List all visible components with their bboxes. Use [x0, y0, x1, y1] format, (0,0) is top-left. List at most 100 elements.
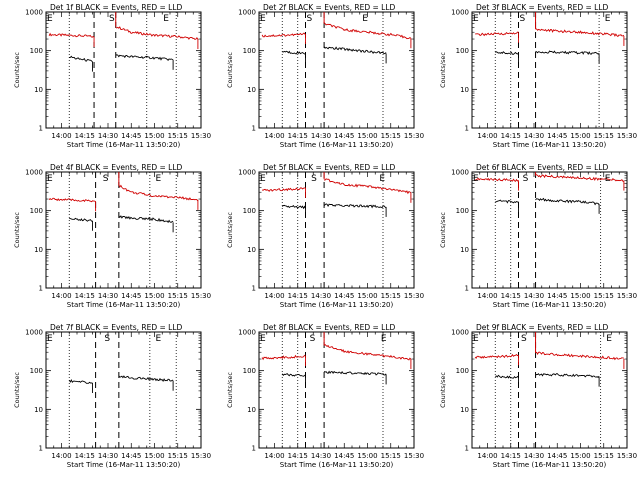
x-tick-label: 14:15 — [75, 452, 95, 460]
x-tick-label: 14:00 — [51, 132, 71, 140]
chart-panel-1: Det 1f BLACK = Events, RED = LLD 1 10 100 10… — [13, 3, 211, 149]
y-tick-label: 1000 — [238, 329, 256, 337]
x-axis-label: Start Time (16-Mar-11 13:50:20) — [280, 461, 394, 469]
y-axis-label: Counts/sec — [439, 372, 447, 408]
x-tick-label: 14:00 — [51, 452, 71, 460]
y-tick-label: 100 — [30, 207, 43, 215]
x-tick-label: 15:30 — [191, 132, 211, 140]
x-tick-label: 15:00 — [144, 452, 164, 460]
plot-area — [68, 332, 177, 448]
series-line — [535, 373, 600, 379]
y-tick-label: 10 — [460, 406, 469, 414]
x-tick-label: 14:15 — [288, 452, 308, 460]
series-line — [323, 22, 412, 40]
y-tick-label: 10 — [247, 86, 256, 94]
state-marker: E — [260, 174, 266, 184]
state-marker: E — [163, 14, 169, 24]
series-line — [535, 351, 624, 361]
x-tick-label: 15:15 — [381, 132, 401, 140]
x-tick-label: 14:15 — [75, 292, 95, 300]
chart-panel-6: Det 6f BLACK = Events, RED = LLD 1 10 100 10… — [439, 163, 637, 309]
x-tick-label: 14:15 — [288, 132, 308, 140]
chart-title: Det 5f BLACK = Events, RED = LLD — [263, 163, 396, 172]
plot-area — [261, 12, 412, 128]
y-axis-label: Counts/sec — [13, 372, 21, 408]
chart-title: Det 9f BLACK = Events, RED = LLD — [476, 323, 609, 332]
series-line — [281, 373, 306, 377]
series-line — [324, 178, 412, 195]
series-line — [535, 197, 600, 206]
x-tick-label: 14:00 — [264, 452, 284, 460]
series-line — [474, 353, 519, 359]
state-marker: E — [362, 14, 368, 24]
x-tick-label: 15:15 — [168, 132, 188, 140]
series-line — [48, 32, 94, 38]
series-line — [535, 174, 624, 182]
x-tick-label: 14:30 — [98, 292, 118, 300]
x-tick-label: 15:30 — [617, 452, 637, 460]
series-line — [475, 31, 519, 37]
y-tick-label: 100 — [30, 367, 43, 375]
x-tick-label: 14:00 — [264, 132, 284, 140]
y-tick-label: 1 — [39, 285, 43, 293]
chart-title: Det 6f BLACK = Events, RED = LLD — [476, 163, 609, 172]
x-tick-label: 15:00 — [357, 132, 377, 140]
y-tick-label: 100 — [456, 207, 469, 215]
state-marker: S — [103, 174, 109, 184]
y-tick-label: 1 — [465, 125, 469, 133]
x-tick-label: 14:30 — [98, 452, 118, 460]
y-tick-label: 1 — [39, 445, 43, 453]
plot-area — [261, 172, 412, 288]
x-tick-label: 14:45 — [334, 132, 354, 140]
plot-area — [48, 12, 199, 128]
y-tick-label: 1 — [252, 285, 256, 293]
x-tick-label: 14:15 — [501, 292, 521, 300]
series-line — [115, 54, 174, 61]
x-tick-label: 14:00 — [51, 292, 71, 300]
y-tick-label: 1000 — [25, 169, 43, 177]
series-line — [261, 187, 306, 192]
y-tick-label: 100 — [243, 47, 256, 55]
state-marker: S — [521, 334, 527, 344]
chart-title: Det 4f BLACK = Events, RED = LLD — [50, 163, 183, 172]
x-tick-label: 15:30 — [404, 132, 424, 140]
series-line — [323, 370, 387, 376]
x-tick-label: 14:15 — [501, 132, 521, 140]
chart-panel-2: Det 2f BLACK = Events, RED = LLD 1 10 100 10… — [226, 3, 424, 149]
x-tick-label: 15:30 — [617, 292, 637, 300]
y-tick-label: 10 — [34, 246, 43, 254]
chart-panel-4: Det 4f BLACK = Events, RED = LLD 1 10 100 10… — [13, 163, 211, 309]
x-axis-label: Start Time (16-Mar-11 13:50:20) — [280, 301, 394, 309]
y-tick-label: 1000 — [451, 169, 469, 177]
chart-panel-3: Det 3f BLACK = Events, RED = LLD 1 10 100 10… — [439, 3, 637, 149]
chart-title: Det 7f BLACK = Events, RED = LLD — [50, 323, 183, 332]
y-tick-label: 1 — [465, 445, 469, 453]
series-line — [495, 51, 519, 56]
state-marker: E — [260, 334, 266, 344]
state-marker: E — [473, 334, 479, 344]
chart-title: Det 2f BLACK = Events, RED = LLD — [263, 3, 396, 12]
x-tick-label: 14:45 — [547, 292, 567, 300]
x-tick-label: 14:45 — [334, 452, 354, 460]
x-tick-label: 15:15 — [594, 292, 614, 300]
x-tick-label: 14:30 — [311, 292, 331, 300]
series-line — [323, 343, 412, 361]
x-axis-label: Start Time (16-Mar-11 13:50:20) — [493, 141, 607, 149]
series-line — [118, 184, 199, 202]
series-line — [118, 215, 174, 224]
series-line — [535, 50, 600, 56]
x-tick-label: 14:30 — [311, 132, 331, 140]
x-tick-label: 14:00 — [477, 452, 497, 460]
y-tick-label: 1 — [39, 125, 43, 133]
plot-area — [475, 12, 625, 128]
series-line — [115, 26, 199, 40]
y-tick-label: 10 — [460, 86, 469, 94]
y-axis-label: Counts/sec — [439, 212, 447, 248]
state-marker: E — [381, 334, 387, 344]
y-tick-label: 1 — [252, 445, 256, 453]
y-tick-label: 100 — [456, 367, 469, 375]
x-tick-label: 14:30 — [524, 292, 544, 300]
x-tick-label: 15:00 — [357, 292, 377, 300]
state-marker: E — [605, 174, 611, 184]
